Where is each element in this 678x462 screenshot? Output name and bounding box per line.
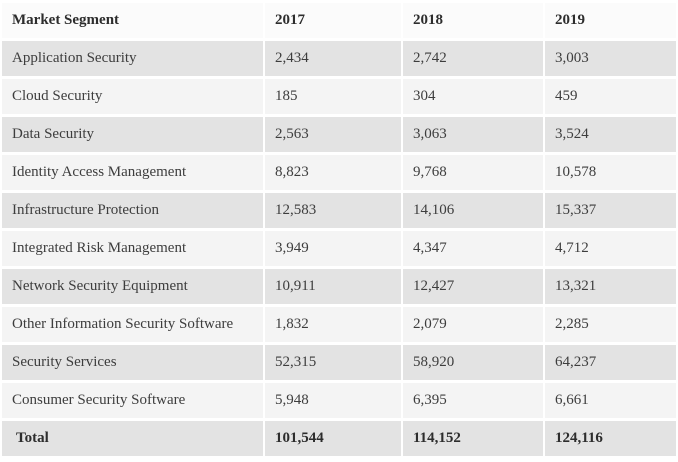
value-cell-2018: 12,427 <box>403 269 543 304</box>
table-row: Other Information Security Software 1,83… <box>2 307 676 342</box>
value-cell-2017: 1,832 <box>265 307 401 342</box>
value-cell-2018: 14,106 <box>403 193 543 228</box>
value-cell-2017: 5,948 <box>265 383 401 418</box>
value-cell-2019: 459 <box>545 79 676 114</box>
segment-cell: Integrated Risk Management <box>2 231 263 266</box>
value-cell-2018: 2,742 <box>403 41 543 76</box>
value-cell-2017: 12,583 <box>265 193 401 228</box>
value-cell-2017: 10,911 <box>265 269 401 304</box>
total-row: Total 101,544 114,152 124,116 <box>2 421 676 456</box>
segment-cell: Security Services <box>2 345 263 380</box>
value-cell-2019: 3,003 <box>545 41 676 76</box>
value-cell-2017: 8,823 <box>265 155 401 190</box>
header-row: Market Segment 2017 2018 2019 <box>2 3 676 38</box>
value-cell-2019: 64,237 <box>545 345 676 380</box>
segment-cell: Other Information Security Software <box>2 307 263 342</box>
value-cell-2019: 13,321 <box>545 269 676 304</box>
value-cell-2018: 2,079 <box>403 307 543 342</box>
segment-cell: Identity Access Management <box>2 155 263 190</box>
table-row: Application Security 2,434 2,742 3,003 <box>2 41 676 76</box>
segment-cell: Data Security <box>2 117 263 152</box>
segment-cell: Infrastructure Protection <box>2 193 263 228</box>
value-cell-2017: 2,563 <box>265 117 401 152</box>
table-row: Data Security 2,563 3,063 3,524 <box>2 117 676 152</box>
value-cell-2017: 185 <box>265 79 401 114</box>
segment-cell: Application Security <box>2 41 263 76</box>
value-cell-2017: 52,315 <box>265 345 401 380</box>
column-header-market-segment: Market Segment <box>2 3 263 38</box>
table-row: Network Security Equipment 10,911 12,427… <box>2 269 676 304</box>
total-value-2018: 114,152 <box>403 421 543 456</box>
segment-cell: Network Security Equipment <box>2 269 263 304</box>
value-cell-2018: 4,347 <box>403 231 543 266</box>
column-header-2019: 2019 <box>545 3 676 38</box>
column-header-2017: 2017 <box>265 3 401 38</box>
table-row: Consumer Security Software 5,948 6,395 6… <box>2 383 676 418</box>
table-row: Integrated Risk Management 3,949 4,347 4… <box>2 231 676 266</box>
table-row: Cloud Security 185 304 459 <box>2 79 676 114</box>
value-cell-2018: 3,063 <box>403 117 543 152</box>
value-cell-2019: 2,285 <box>545 307 676 342</box>
total-value-2017: 101,544 <box>265 421 401 456</box>
segment-cell: Cloud Security <box>2 79 263 114</box>
column-header-2018: 2018 <box>403 3 543 38</box>
value-cell-2018: 304 <box>403 79 543 114</box>
value-cell-2019: 10,578 <box>545 155 676 190</box>
value-cell-2017: 3,949 <box>265 231 401 266</box>
value-cell-2019: 15,337 <box>545 193 676 228</box>
value-cell-2019: 4,712 <box>545 231 676 266</box>
total-label: Total <box>2 421 263 456</box>
value-cell-2019: 6,661 <box>545 383 676 418</box>
table-row: Infrastructure Protection 12,583 14,106 … <box>2 193 676 228</box>
value-cell-2018: 6,395 <box>403 383 543 418</box>
table-row: Identity Access Management 8,823 9,768 1… <box>2 155 676 190</box>
value-cell-2017: 2,434 <box>265 41 401 76</box>
segment-cell: Consumer Security Software <box>2 383 263 418</box>
table-row: Security Services 52,315 58,920 64,237 <box>2 345 676 380</box>
value-cell-2018: 9,768 <box>403 155 543 190</box>
total-value-2019: 124,116 <box>545 421 676 456</box>
value-cell-2019: 3,524 <box>545 117 676 152</box>
value-cell-2018: 58,920 <box>403 345 543 380</box>
